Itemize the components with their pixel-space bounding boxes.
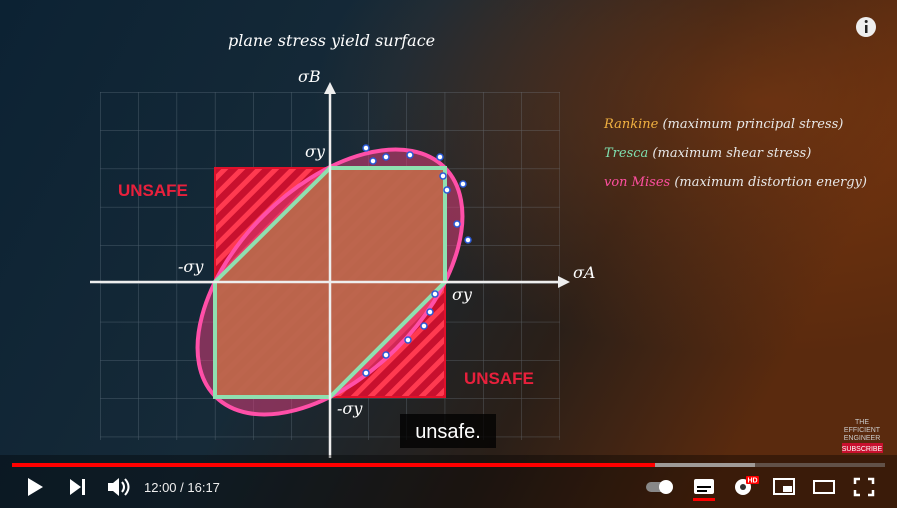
y-arrow [324,82,336,94]
neg-x: -σy [178,257,204,276]
legend-desc: (maximum distortion energy) [674,175,867,190]
svg-text:Tresca (maximum shear stress): Tresca (maximum shear stress) [604,146,811,161]
legend-name: Rankine [603,117,659,132]
unsafe-label: UNSAFE [464,369,534,388]
legend-desc: (maximum principal stress) [662,117,843,132]
controls-shade [0,455,897,508]
subscribe[interactable]: SUBSCRIBE [842,446,883,453]
brand-line: EFFICIENT [844,427,881,434]
subtitles-button[interactable] [693,479,715,501]
play-button[interactable] [28,478,43,496]
legend-name: Tresca [604,146,648,161]
next-button[interactable] [70,479,85,495]
subscribe-box [842,443,883,453]
caption-box [400,414,496,448]
legend-desc: (maximum shear stress) [652,146,811,161]
unsafe-label: UNSAFE [118,181,188,200]
x-label: σA [573,263,595,282]
svg-text:von Mises (maximum distortion: von Mises (maximum distortion energy) [604,175,867,190]
svg-text:Rankine (maximum principal str: Rankine (maximum principal stress) [603,117,843,132]
points [362,144,472,377]
legend: Rankine (maximum principal stress) Tresc… [603,117,867,190]
progress-played [12,463,655,467]
brand-line: THE [855,419,869,426]
info-button[interactable] [856,17,876,37]
brand: THE EFFICIENT ENGINEER SUBSCRIBE [842,419,883,453]
autoplay-toggle[interactable] [646,480,673,494]
title: plane stress yield surface [228,31,435,50]
volume-button[interactable] [108,478,130,496]
theater-button[interactable] [813,480,835,494]
fullscreen-button[interactable] [853,477,875,497]
legend-name: von Mises [604,175,671,190]
neg-y: -σy [337,399,363,418]
time: 12:00 / 16:17 [144,480,220,495]
miniplayer-button[interactable] [773,478,795,495]
caption: unsafe. [415,421,481,443]
hd-badge: HD [747,478,757,485]
pos-y: σy [305,142,326,161]
settings-button[interactable]: HD [735,476,759,495]
x-arrow [558,276,570,288]
brand-line: ENGINEER [844,435,881,442]
y-label: σB [298,67,321,86]
pos-x: σy [452,285,473,304]
